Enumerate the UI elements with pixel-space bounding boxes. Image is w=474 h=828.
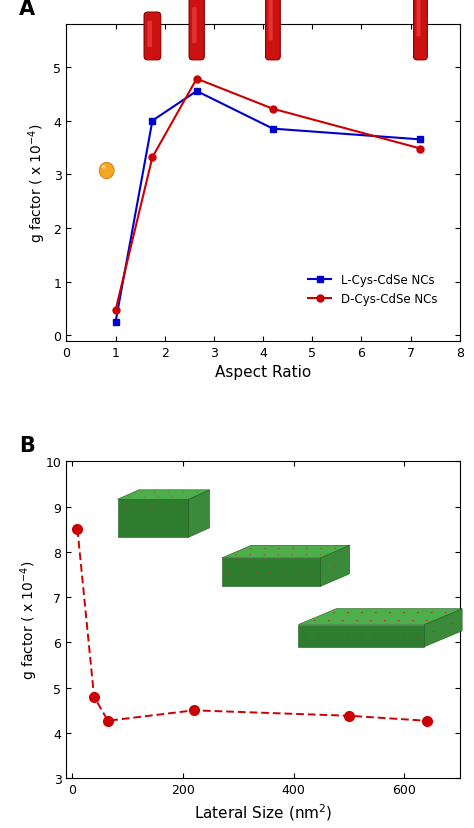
FancyBboxPatch shape — [413, 0, 428, 60]
Ellipse shape — [417, 613, 419, 614]
Ellipse shape — [320, 548, 322, 549]
Y-axis label: g factor ( x 10$^{-4}$): g factor ( x 10$^{-4}$) — [18, 561, 40, 680]
Ellipse shape — [249, 555, 251, 556]
Polygon shape — [118, 500, 188, 537]
X-axis label: Lateral Size (nm$^2$): Lateral Size (nm$^2$) — [194, 802, 332, 822]
Ellipse shape — [346, 635, 348, 637]
Ellipse shape — [124, 527, 125, 529]
Ellipse shape — [426, 620, 428, 621]
Ellipse shape — [278, 548, 280, 549]
Ellipse shape — [452, 623, 454, 624]
Ellipse shape — [138, 527, 139, 529]
Ellipse shape — [314, 620, 316, 621]
Polygon shape — [299, 625, 424, 647]
Ellipse shape — [361, 613, 363, 614]
Ellipse shape — [292, 555, 293, 556]
Ellipse shape — [389, 613, 391, 614]
Ellipse shape — [242, 572, 244, 573]
Ellipse shape — [333, 613, 335, 614]
Ellipse shape — [319, 635, 320, 637]
Ellipse shape — [416, 635, 419, 637]
Ellipse shape — [398, 620, 400, 621]
Text: B: B — [19, 436, 35, 455]
FancyBboxPatch shape — [144, 13, 161, 60]
Ellipse shape — [328, 620, 330, 621]
Legend: L-Cys-CdSe NCs, D-Cys-CdSe NCs: L-Cys-CdSe NCs, D-Cys-CdSe NCs — [303, 269, 442, 310]
Ellipse shape — [360, 635, 363, 637]
FancyBboxPatch shape — [265, 0, 280, 60]
Ellipse shape — [445, 613, 447, 614]
Ellipse shape — [319, 555, 321, 556]
Polygon shape — [424, 609, 462, 647]
Ellipse shape — [100, 163, 114, 180]
Ellipse shape — [312, 572, 314, 573]
X-axis label: Aspect Ratio: Aspect Ratio — [215, 365, 311, 380]
Polygon shape — [299, 609, 462, 625]
Text: A: A — [19, 0, 35, 18]
Ellipse shape — [152, 527, 154, 529]
Ellipse shape — [101, 166, 106, 170]
Ellipse shape — [181, 508, 182, 510]
Ellipse shape — [375, 613, 377, 614]
Ellipse shape — [306, 555, 307, 556]
Ellipse shape — [166, 508, 168, 510]
Ellipse shape — [335, 548, 336, 549]
Polygon shape — [222, 546, 350, 558]
Ellipse shape — [342, 620, 344, 621]
Ellipse shape — [284, 572, 286, 573]
Ellipse shape — [264, 548, 266, 549]
Ellipse shape — [412, 620, 414, 621]
Ellipse shape — [356, 620, 358, 621]
Ellipse shape — [264, 555, 265, 556]
Ellipse shape — [228, 572, 229, 573]
Ellipse shape — [278, 555, 279, 556]
Ellipse shape — [181, 527, 182, 529]
Polygon shape — [118, 490, 210, 500]
Ellipse shape — [250, 548, 252, 549]
Ellipse shape — [138, 508, 139, 510]
Ellipse shape — [124, 508, 125, 510]
Ellipse shape — [347, 613, 349, 614]
FancyBboxPatch shape — [192, 8, 197, 44]
FancyBboxPatch shape — [189, 0, 204, 60]
Ellipse shape — [332, 635, 335, 637]
Ellipse shape — [270, 572, 272, 573]
Ellipse shape — [166, 527, 168, 529]
Polygon shape — [188, 490, 210, 537]
Ellipse shape — [374, 635, 376, 637]
Ellipse shape — [256, 572, 258, 573]
Ellipse shape — [388, 635, 391, 637]
Polygon shape — [320, 546, 350, 587]
FancyBboxPatch shape — [269, 0, 273, 41]
Ellipse shape — [304, 635, 307, 637]
Ellipse shape — [292, 548, 294, 549]
Ellipse shape — [152, 508, 154, 510]
Ellipse shape — [384, 620, 386, 621]
Ellipse shape — [306, 548, 308, 549]
FancyBboxPatch shape — [417, 0, 420, 37]
Ellipse shape — [370, 620, 372, 621]
Ellipse shape — [433, 631, 435, 633]
Polygon shape — [222, 558, 320, 587]
Ellipse shape — [403, 613, 405, 614]
Ellipse shape — [236, 555, 237, 556]
FancyBboxPatch shape — [147, 22, 152, 48]
Ellipse shape — [402, 635, 404, 637]
Y-axis label: g factor ( x 10$^{-4}$): g factor ( x 10$^{-4}$) — [27, 123, 48, 243]
Ellipse shape — [431, 613, 433, 614]
Ellipse shape — [298, 572, 300, 573]
